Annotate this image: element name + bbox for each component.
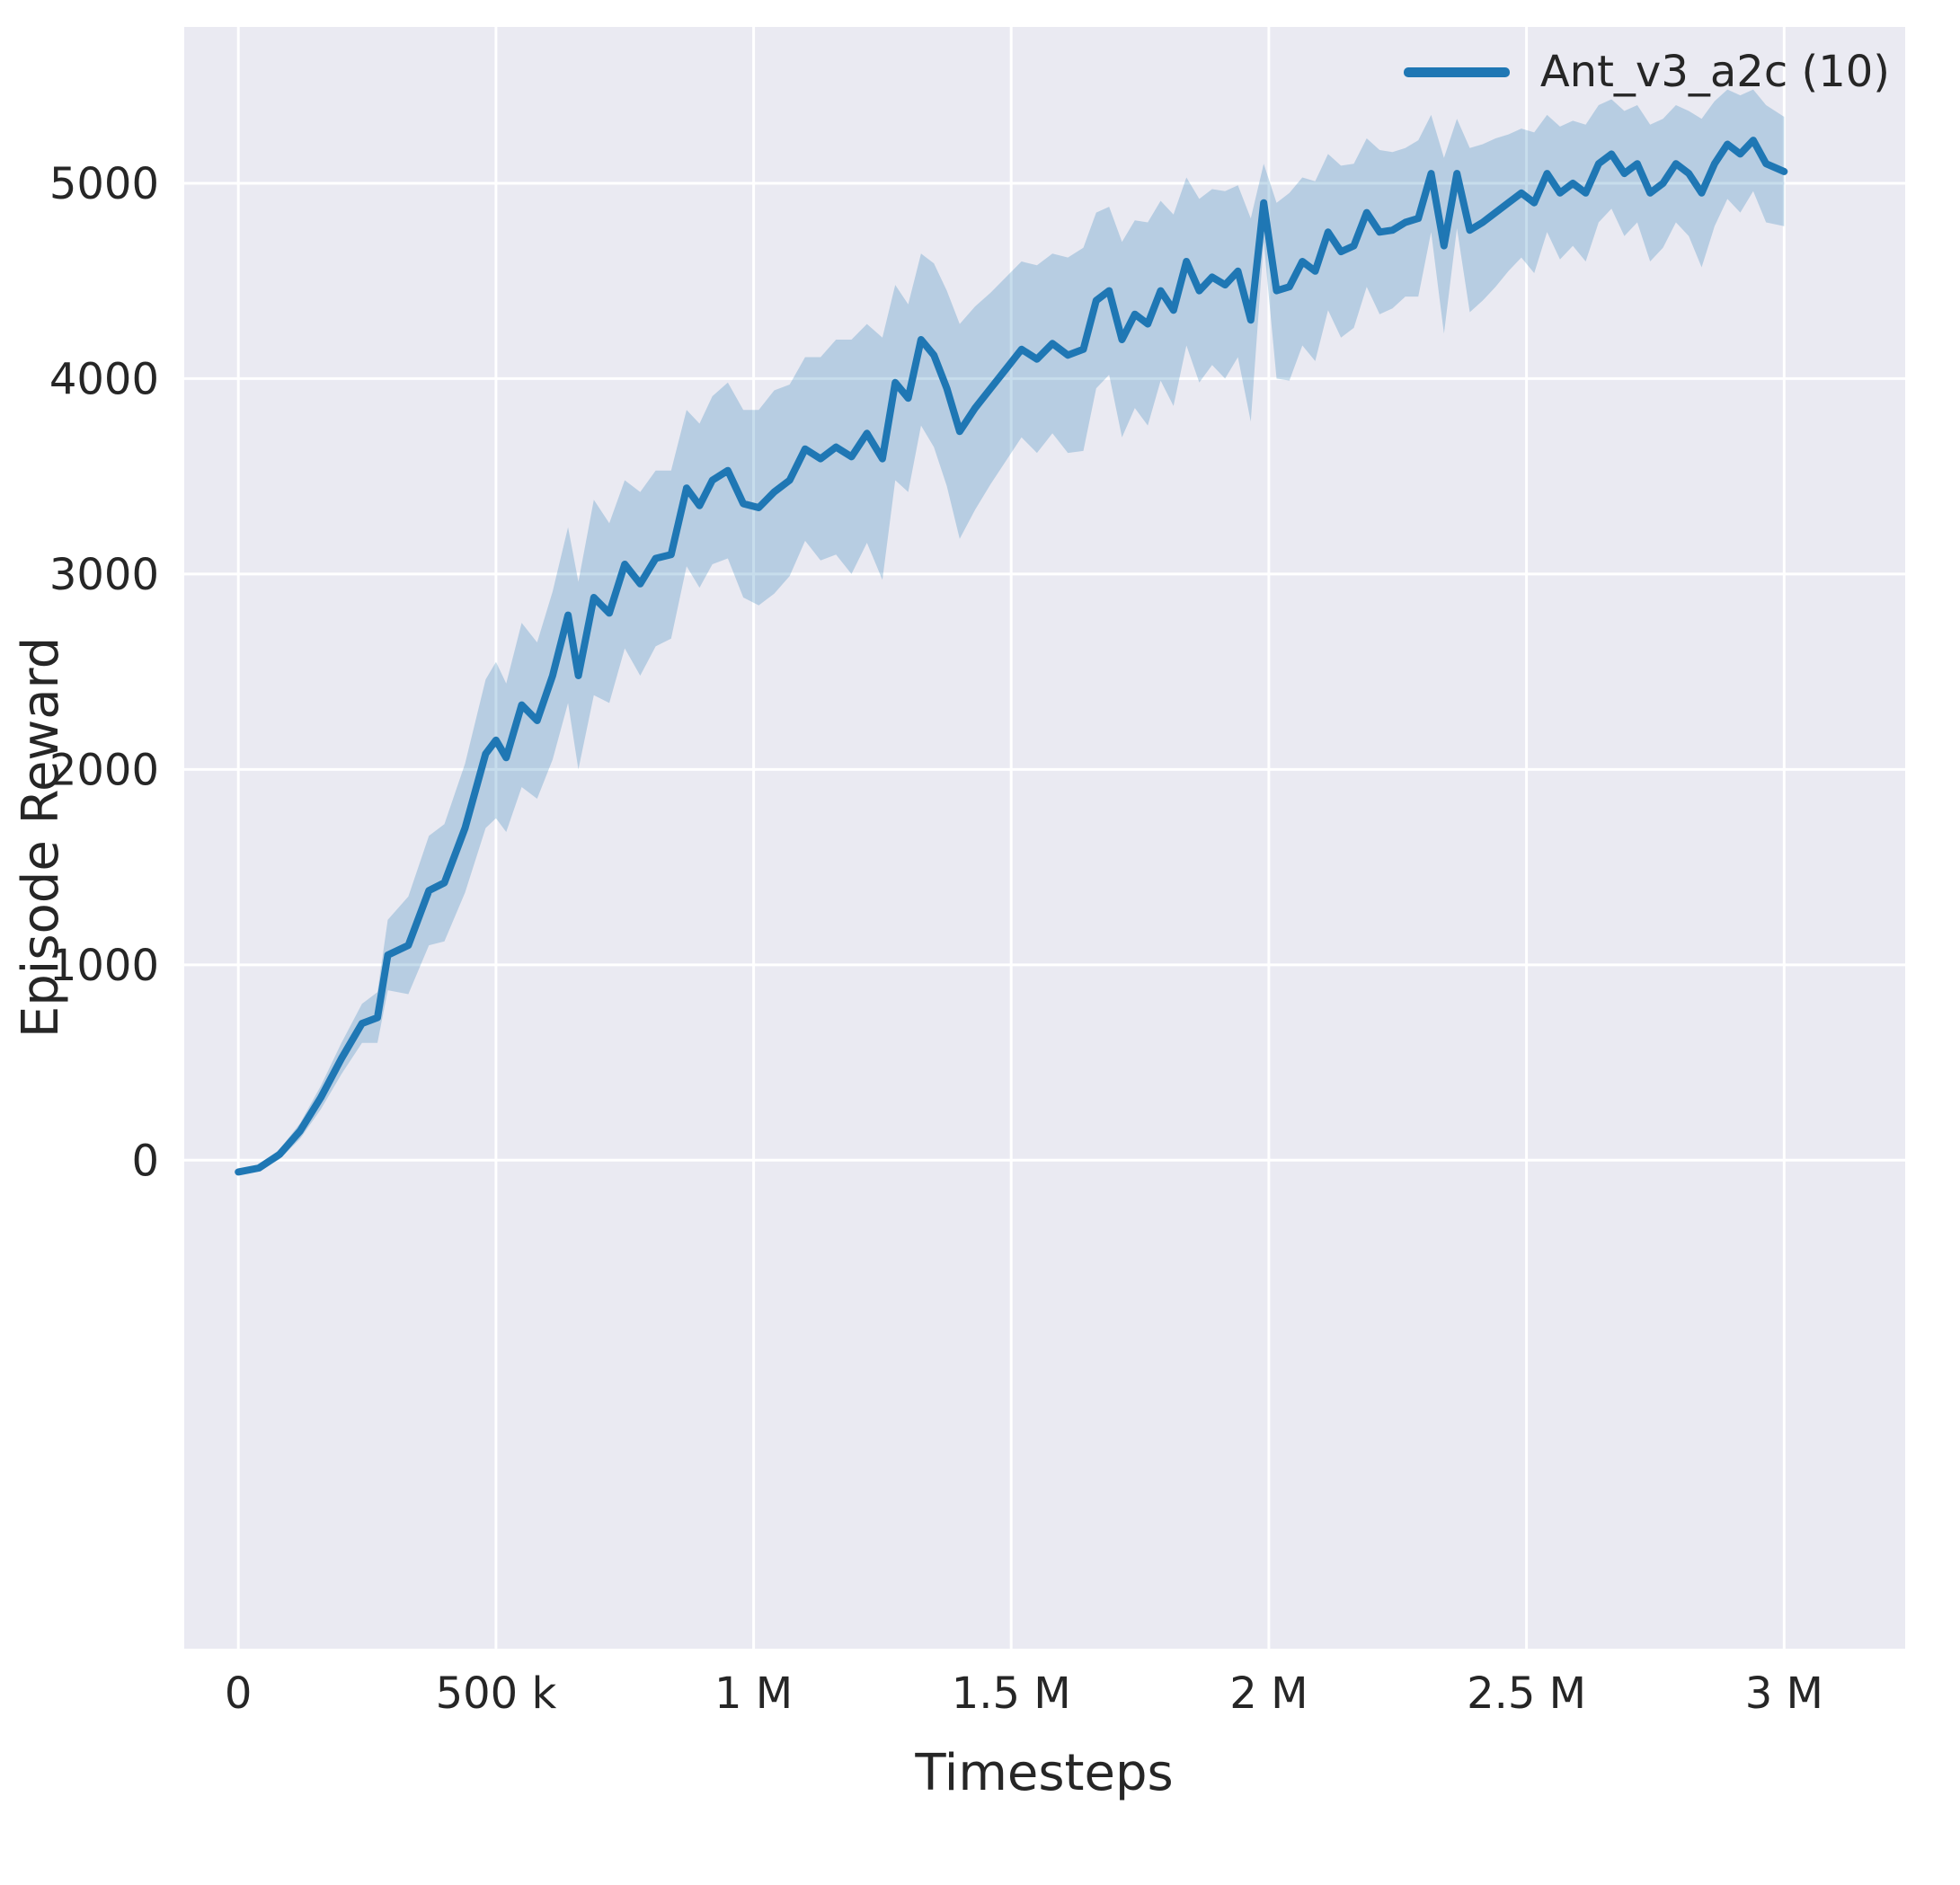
x-tick-label: 0 [225, 1668, 253, 1719]
legend-line-swatch [1403, 66, 1510, 77]
legend-label: Ant_v3_a2c (10) [1539, 47, 1890, 97]
plot-background [184, 27, 1905, 1649]
y-tick-label: 1000 [49, 941, 159, 991]
chart-generated: 0 500 k 1 M 1.5 M 2 M 2.5 M 3 M 0 1000 2000 3000 40… [49, 27, 1905, 1719]
x-tick-label: 1.5 M [952, 1668, 1071, 1719]
series-line [235, 137, 1788, 1176]
x-tick-label: 500 k [436, 1668, 557, 1719]
y-tick-label: 0 [131, 1136, 159, 1186]
y-tick-label: 5000 [49, 159, 159, 209]
y-tick-label: 3000 [49, 550, 159, 600]
confidence-band [238, 89, 1785, 1174]
x-tick-label: 1 M [714, 1668, 793, 1719]
x-tick-label: 3 M [1745, 1668, 1823, 1719]
y-tick-label: 4000 [49, 354, 159, 404]
y-tick-label: 2000 [49, 745, 159, 795]
x-tick-label: 2.5 M [1467, 1668, 1586, 1719]
x-axis-label: Timesteps [914, 1744, 1173, 1802]
y-axis-label: Episode Reward [12, 637, 70, 1038]
x-tick-label: 2 M [1229, 1668, 1308, 1719]
legend: Ant_v3_a2c (10) [1403, 47, 1890, 97]
